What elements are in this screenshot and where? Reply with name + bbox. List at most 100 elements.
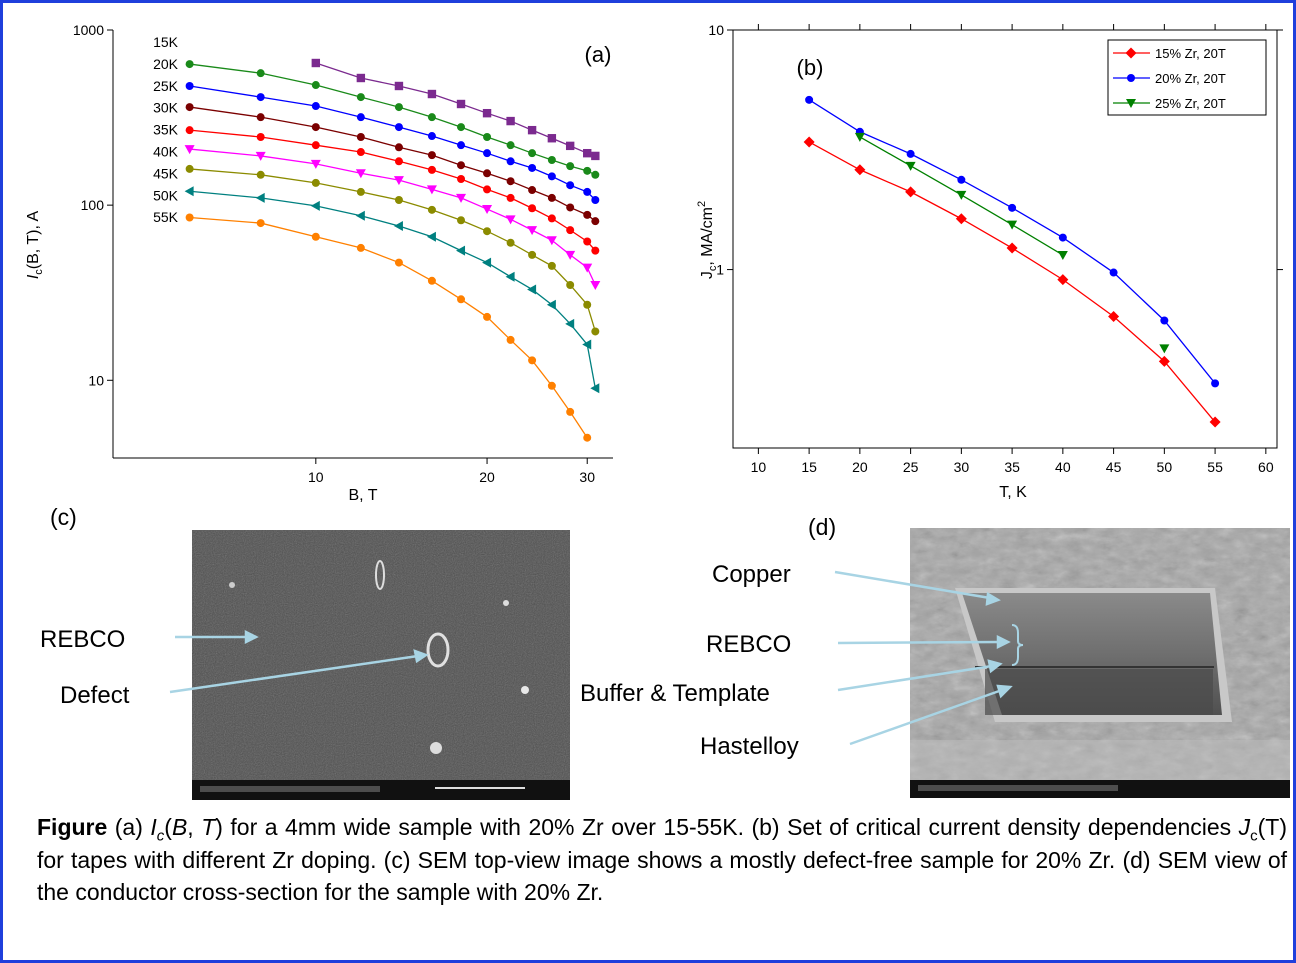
marker [803, 136, 815, 148]
marker [566, 203, 575, 212]
marker [356, 113, 365, 122]
marker [356, 148, 365, 157]
caption-text: T [201, 814, 216, 840]
panel-label: (c) [50, 504, 77, 530]
marker [583, 187, 592, 196]
marker [566, 280, 575, 289]
marker [854, 132, 865, 142]
marker [565, 250, 576, 260]
x-tick-label: 40 [1055, 459, 1071, 475]
y-axis-title-part: 2 [696, 201, 708, 207]
y-axis-title-part: J [699, 271, 716, 279]
marker [591, 217, 600, 226]
x-tick-label: 20 [852, 459, 868, 475]
marker [394, 81, 404, 91]
marker [185, 164, 194, 173]
marker [1160, 316, 1169, 325]
marker [356, 93, 365, 102]
annotation: Copper [712, 561, 791, 588]
series-label: 30K [153, 100, 179, 116]
marker [483, 149, 492, 158]
marker [1109, 268, 1118, 277]
marker [546, 236, 557, 246]
marker [394, 103, 403, 112]
marker [356, 132, 365, 141]
marker [528, 149, 537, 158]
marker [547, 261, 556, 270]
marker [546, 299, 556, 310]
marker [482, 108, 492, 118]
marker [956, 190, 967, 200]
marker [528, 163, 537, 172]
caption-text: (a) [107, 814, 151, 840]
marker [456, 245, 466, 256]
marker [506, 157, 515, 166]
marker [482, 205, 493, 215]
marker [427, 165, 436, 174]
marker [1158, 355, 1170, 367]
marker [583, 300, 592, 309]
marker [185, 213, 194, 222]
marker [456, 193, 467, 203]
marker [506, 177, 515, 186]
panel-label: (a) [585, 42, 612, 67]
marker [185, 103, 194, 112]
marker [905, 186, 917, 198]
x-tick-label: 30 [579, 469, 595, 485]
marker [426, 185, 437, 195]
marker [590, 280, 601, 290]
marker [483, 132, 492, 141]
marker [256, 170, 265, 179]
series-label: 45K [153, 165, 179, 181]
marker [185, 60, 194, 69]
x-tick-label: 10 [308, 469, 324, 485]
marker [311, 102, 320, 111]
annotation: REBCO [706, 631, 791, 658]
marker [591, 170, 600, 179]
caption-text: , [187, 814, 202, 840]
marker [184, 186, 194, 197]
y-axis-title-part: c [707, 265, 719, 271]
x-tick-label: 55 [1207, 459, 1223, 475]
y-tick-label: 10 [708, 22, 724, 38]
series-line [189, 216, 588, 439]
marker [506, 335, 515, 344]
marker [547, 214, 556, 223]
marker [456, 99, 466, 109]
marker [483, 227, 492, 236]
marker [528, 250, 537, 259]
x-tick-label: 50 [1157, 459, 1173, 475]
legend-label: 20% Zr, 20T [1155, 71, 1226, 86]
caption: Figure (a) Ic(B, T) for a 4mm wide sampl… [37, 811, 1287, 909]
marker [906, 149, 915, 158]
legend-marker [1126, 99, 1136, 108]
marker [427, 132, 436, 141]
marker [1006, 242, 1018, 254]
legend-marker [1127, 74, 1135, 82]
marker [565, 141, 575, 151]
marker [356, 243, 365, 252]
chart: 10 20 30 10 100 1000 B, T Ic(B, T), A (a) 15K 20K 2… [25, 22, 613, 504]
x-tick-label: 45 [1106, 459, 1122, 475]
caption-text: ( [164, 814, 172, 840]
marker [583, 166, 592, 175]
marker [1209, 416, 1221, 428]
marker [583, 433, 592, 442]
marker [427, 276, 436, 285]
marker [482, 257, 492, 268]
series-line [189, 63, 596, 176]
series-label: 50K [153, 187, 179, 203]
marker [547, 381, 556, 390]
marker [457, 141, 466, 150]
marker [427, 89, 437, 99]
caption-text: (T) for tapes with different Zr doping. … [37, 814, 1288, 905]
marker [393, 176, 404, 186]
caption-text: B [171, 814, 188, 840]
series-line [808, 141, 1216, 423]
marker [311, 123, 320, 132]
series-label: 35K [153, 122, 179, 138]
caption-text: c [1250, 827, 1258, 845]
y-axis-title-part: , MA/cm [699, 207, 716, 266]
